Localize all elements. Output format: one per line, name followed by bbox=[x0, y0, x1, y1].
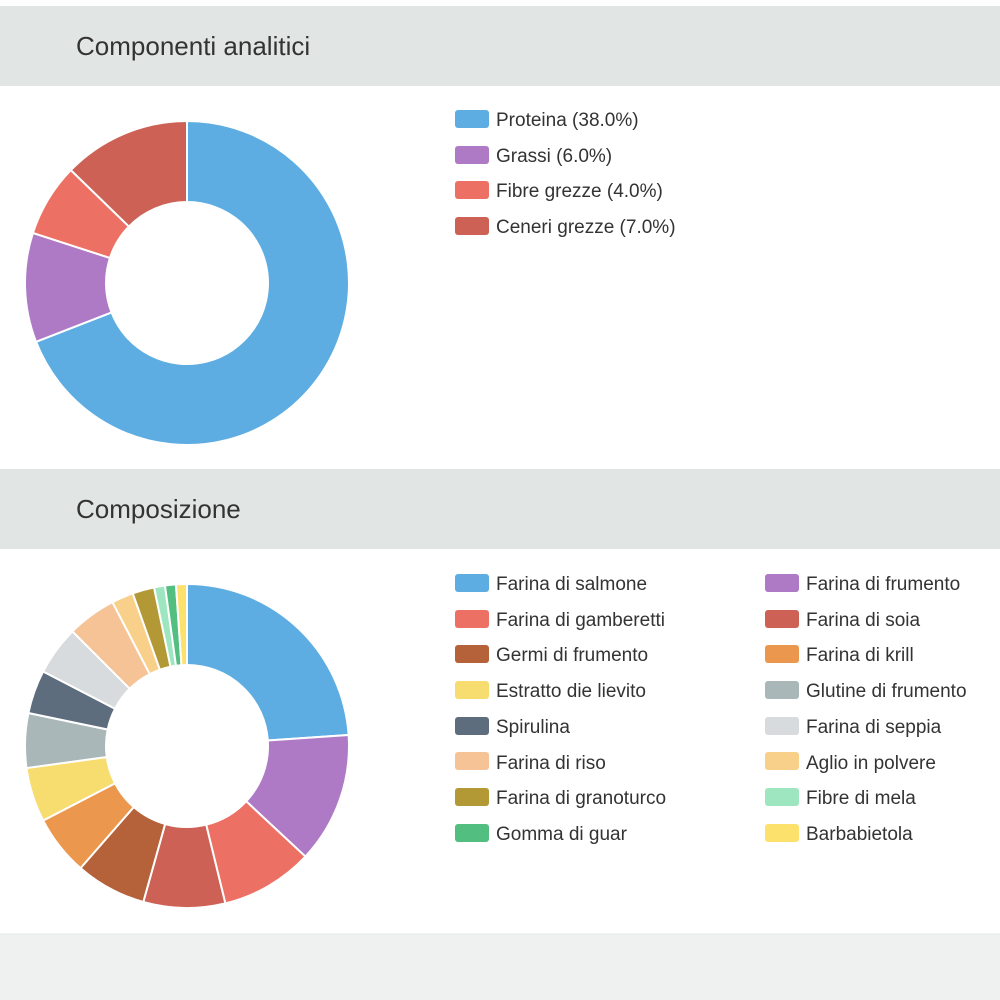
donut-slice[interactable] bbox=[69, 119, 188, 228]
legend-label: Farina di soia bbox=[806, 609, 921, 631]
legend-label: Proteina (38.0%) bbox=[496, 110, 639, 131]
legend-swatch bbox=[455, 645, 489, 664]
legend-item[interactable]: Estratto die lievito bbox=[455, 680, 646, 704]
donut-chart-analytic bbox=[24, 119, 350, 446]
legend-swatch bbox=[765, 681, 799, 700]
legend-swatch bbox=[455, 823, 489, 842]
legend-swatch bbox=[455, 609, 489, 628]
legend-swatch bbox=[455, 181, 489, 200]
legend-item[interactable]: Farina di riso bbox=[455, 752, 606, 776]
legend-item[interactable]: Glutine di frumento bbox=[765, 680, 967, 704]
legend-item[interactable]: Barbabietola bbox=[765, 823, 913, 847]
legend-item[interactable]: Farina di gamberetti bbox=[455, 609, 665, 633]
legend-item[interactable]: Farina di salmone bbox=[455, 573, 647, 597]
legend-label: Germi di frumento bbox=[496, 645, 649, 667]
section-title: Componenti analitici bbox=[76, 31, 311, 61]
legend-label: Grassi (6.0%) bbox=[496, 145, 613, 167]
legend-item[interactable]: Farina di soia bbox=[765, 609, 920, 633]
legend-label: Farina di seppia bbox=[806, 716, 942, 738]
legend-item[interactable]: Spirulina bbox=[455, 716, 570, 740]
section-body-composition: Farina di salmone Farina di frumento Farin… bbox=[0, 549, 1000, 933]
donut-slice[interactable] bbox=[34, 119, 350, 446]
section-header-analytic: Componenti analitici bbox=[0, 6, 1000, 86]
legend-item[interactable]: Fibre di mela bbox=[765, 787, 916, 811]
legend-label: Barbabietola bbox=[806, 823, 913, 845]
legend-label: Glutine di frumento bbox=[806, 681, 967, 703]
legend-item[interactable]: Germi di frumento bbox=[455, 644, 648, 668]
donut-slice[interactable] bbox=[174, 582, 188, 667]
legend-item[interactable]: Farina di frumento bbox=[765, 573, 960, 597]
legend-item[interactable]: Proteina (38.0%) bbox=[455, 109, 639, 133]
legend-label: Gomma di guar bbox=[496, 823, 627, 845]
legend-swatch bbox=[765, 752, 799, 771]
section-body-analytic: Proteina (38.0%) Grassi (6.0%) Fibre grezz… bbox=[0, 86, 1000, 469]
legend-swatch bbox=[455, 716, 489, 735]
legend-label: Farina di frumento bbox=[806, 574, 961, 595]
legend-item[interactable]: Grassi (6.0%) bbox=[455, 145, 612, 169]
legend-swatch bbox=[765, 788, 799, 807]
section-header-composition: Composizione bbox=[0, 469, 1000, 549]
legend-label: Fibre di mela bbox=[806, 788, 916, 810]
section-title: Composizione bbox=[76, 494, 241, 524]
legend-item[interactable]: Gomma di guar bbox=[455, 823, 627, 847]
donut-chart-composition bbox=[24, 582, 350, 909]
legend-label: Farina di krill bbox=[806, 645, 914, 667]
legend-swatch bbox=[455, 217, 489, 236]
legend-swatch bbox=[455, 145, 489, 164]
legend-swatch bbox=[455, 109, 489, 128]
legend-label: Fibre grezze (4.0%) bbox=[496, 181, 663, 203]
legend-item[interactable]: Farina di seppia bbox=[765, 716, 941, 740]
legend-label: Spirulina bbox=[496, 716, 570, 738]
legend-swatch bbox=[455, 788, 489, 807]
donut-slice[interactable] bbox=[186, 582, 350, 742]
legend-swatch bbox=[455, 681, 489, 700]
legend-label: Farina di riso bbox=[496, 752, 606, 774]
top-strip bbox=[0, 0, 1000, 6]
legend-item[interactable]: Farina di granoturco bbox=[455, 787, 666, 811]
legend-item[interactable]: Fibre grezze (4.0%) bbox=[455, 180, 663, 204]
legend-label: Farina di gamberetti bbox=[496, 609, 665, 631]
legend-swatch bbox=[765, 716, 799, 735]
legend-swatch bbox=[455, 752, 489, 771]
legend-label: Farina di granoturco bbox=[496, 788, 667, 810]
legend-swatch bbox=[765, 823, 799, 842]
legend-label: Estratto die lievito bbox=[496, 681, 646, 703]
legend-swatch bbox=[765, 573, 799, 592]
legend-label: Aglio in polvere bbox=[806, 752, 936, 774]
legend-label: Ceneri grezze (7.0%) bbox=[496, 217, 676, 239]
legend-swatch bbox=[455, 573, 489, 592]
legend-swatch bbox=[765, 609, 799, 628]
legend-swatch bbox=[765, 645, 799, 664]
legend-item[interactable]: Ceneri grezze (7.0%) bbox=[455, 216, 676, 240]
legend-item[interactable]: Farina di krill bbox=[765, 644, 914, 668]
legend-label: Farina di salmone bbox=[496, 574, 648, 595]
legend-item[interactable]: Aglio in polvere bbox=[765, 752, 936, 776]
